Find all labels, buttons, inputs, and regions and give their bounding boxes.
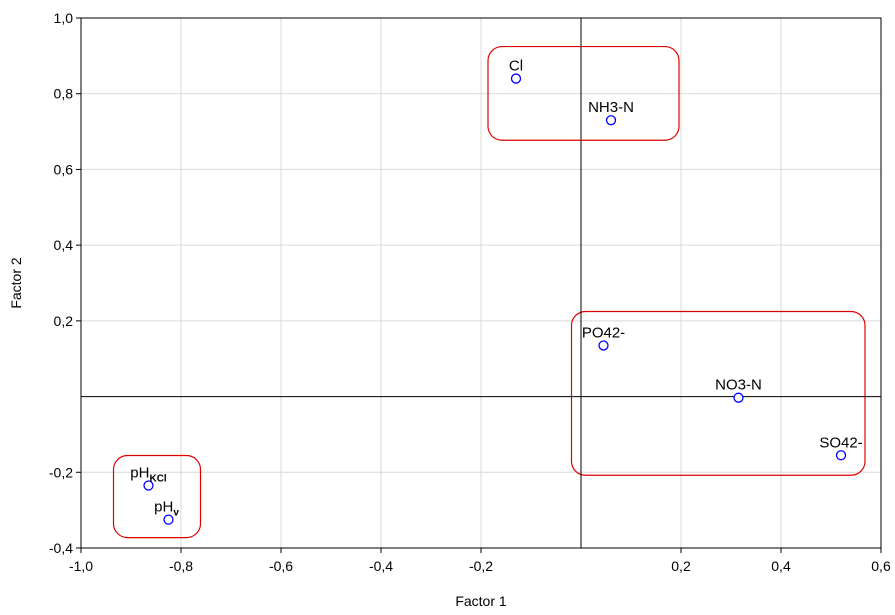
data-point (163, 514, 174, 525)
data-point (510, 73, 522, 84)
data-point (835, 450, 847, 461)
y-tick-label: 1,0 (54, 10, 74, 26)
x-tick-label: 0,6 (871, 558, 891, 574)
y-axis-title: Factor 2 (8, 257, 24, 309)
ticks: -1,0 -0,8 -0,6 -0,4 -0,2 0,2 0,4 0,6 -0,4 -0,2 0,2… (49, 10, 891, 574)
y-tick-label: -0,4 (49, 540, 73, 556)
x-axis-title: Factor 1 (455, 593, 507, 609)
point-label: NH3-N (588, 99, 634, 116)
point-label: SO42- (819, 434, 862, 451)
x-tick-label: -0,8 (169, 558, 193, 574)
y-tick-label: 0,8 (54, 86, 74, 102)
point-label: pHKCl (130, 465, 167, 485)
data-point (605, 115, 617, 126)
group-boxes (112, 45, 866, 539)
group-box (487, 45, 680, 141)
y-tick-label: 0,6 (54, 161, 74, 177)
x-tick-label: 0,4 (771, 558, 791, 574)
data-points (143, 73, 847, 525)
y-tick-label: -0,2 (49, 464, 73, 480)
group-box (570, 310, 866, 476)
x-tick-label: -0,6 (269, 558, 293, 574)
point-labels: Cl NH3-N PO42- NO3-N SO42- pHKCl pHv (130, 58, 862, 519)
grid-lines (81, 18, 881, 548)
data-point (143, 480, 154, 491)
y-tick-label: 0,4 (54, 237, 74, 253)
point-label: PO42- (582, 324, 625, 341)
x-tick-label: -0,4 (369, 558, 393, 574)
data-point (598, 340, 609, 351)
group-box (112, 454, 202, 539)
data-point (733, 392, 744, 403)
x-tick-label: -1,0 (69, 558, 93, 574)
zero-lines (81, 18, 881, 548)
y-tick-label: 0,2 (54, 313, 74, 329)
point-label: pHv (154, 499, 179, 519)
point-label: NO3-N (715, 377, 762, 394)
x-tick-label: 0,2 (671, 558, 691, 574)
x-tick-label: -0,2 (469, 558, 493, 574)
point-label: Cl (509, 58, 523, 75)
